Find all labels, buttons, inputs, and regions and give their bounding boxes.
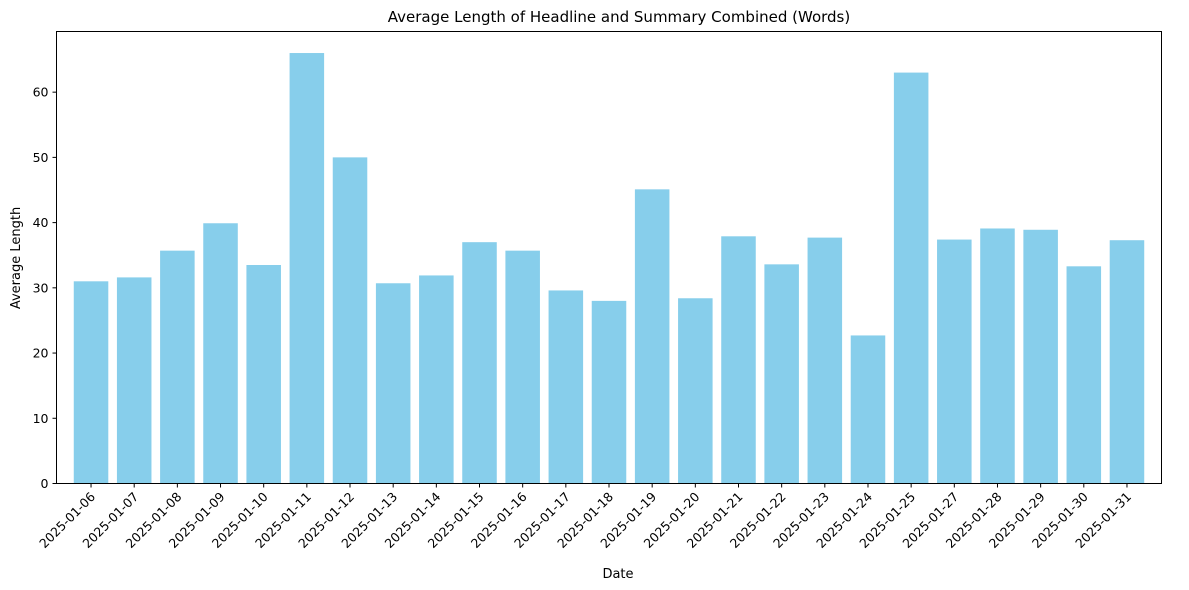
- bar-2025-01-12: [332, 157, 368, 484]
- y-axis-ticks: 0 10 20 30 40 50 60: [33, 85, 57, 491]
- bar-2025-01-18: [591, 300, 627, 484]
- bar-2025-01-17: [548, 290, 584, 484]
- plot-frame: [56, 31, 1162, 484]
- y-tick-label: 0: [41, 476, 49, 491]
- bar-2025-01-28: [980, 228, 1015, 484]
- y-axis-label: Average Length: [9, 207, 24, 309]
- bar-2025-01-08: [160, 250, 195, 484]
- bar-2025-01-06: [73, 281, 109, 484]
- x-axis-label: Date: [602, 567, 633, 582]
- bar-2025-01-22: [764, 264, 799, 484]
- y-tick-label: 30: [33, 280, 49, 295]
- bar-2025-01-24: [850, 335, 886, 484]
- bar-2025-01-29: [1023, 229, 1058, 484]
- bars-group: [73, 53, 1145, 484]
- bar-2025-01-27: [937, 239, 972, 484]
- bar-2025-01-21: [721, 236, 756, 484]
- bar-2025-01-10: [246, 265, 281, 484]
- y-tick-label: 50: [33, 150, 49, 165]
- y-tick-label: 20: [33, 346, 49, 361]
- bar-2025-01-13: [375, 283, 411, 484]
- bar-2025-01-11: [289, 53, 325, 484]
- bar-2025-01-16: [505, 250, 540, 484]
- bar-2025-01-30: [1066, 266, 1102, 484]
- bar-2025-01-25: [893, 72, 929, 484]
- bar-2025-01-09: [203, 223, 238, 484]
- bar-2025-01-23: [807, 237, 843, 484]
- bar-2025-01-14: [419, 275, 454, 484]
- x-axis-ticks: 2025-01-062025-01-072025-01-082025-01-09…: [36, 483, 1134, 551]
- y-tick-label: 40: [33, 215, 49, 230]
- bar-2025-01-15: [462, 242, 497, 484]
- bar-2025-01-07: [116, 277, 152, 484]
- bar-2025-01-31: [1109, 240, 1145, 484]
- bar-2025-01-20: [678, 298, 713, 484]
- y-tick-label: 60: [33, 85, 49, 100]
- chart-title: Average Length of Headline and Summary C…: [388, 8, 850, 26]
- bar-2025-01-19: [634, 189, 670, 484]
- y-tick-label: 10: [33, 411, 49, 426]
